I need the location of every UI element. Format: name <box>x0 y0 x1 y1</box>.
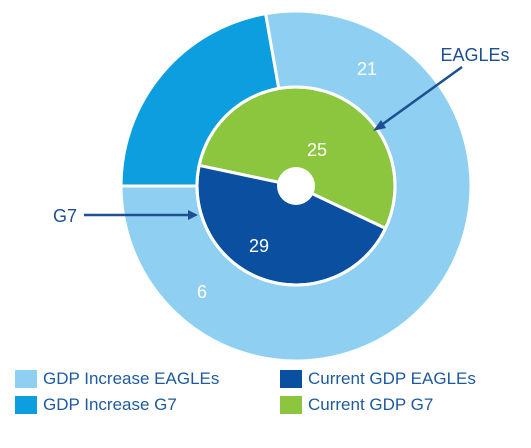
legend-item-gdp-increase-eagles: GDP Increase EAGLEs <box>15 368 219 390</box>
g7-arrowhead <box>188 210 198 220</box>
legend-swatch <box>280 370 302 388</box>
center-hole <box>277 167 315 205</box>
inner-ring <box>195 85 397 287</box>
legend-swatch <box>15 370 37 388</box>
legend-item-gdp-increase-g7: GDP Increase G7 <box>15 394 177 416</box>
value-label: 6 <box>197 282 207 302</box>
eagles-arrow <box>379 65 463 128</box>
legend-label: Current GDP G7 <box>308 395 434 414</box>
legend-swatch <box>280 396 302 414</box>
value-label: 21 <box>357 59 377 79</box>
eagles-arrowhead <box>373 120 386 131</box>
legend-label: GDP Increase G7 <box>43 395 177 414</box>
legend-label: GDP Increase EAGLEs <box>43 369 220 388</box>
value-labels: 21 6 25 29 <box>197 59 377 302</box>
legend-swatch <box>15 396 37 414</box>
annotation-g7: G7 <box>53 206 77 226</box>
annotation-eagles: EAGLEs <box>440 45 509 65</box>
value-label: 25 <box>307 140 327 160</box>
value-label: 29 <box>249 236 269 256</box>
legend-item-current-gdp-g7: Current GDP G7 <box>280 394 433 416</box>
legend-item-current-gdp-eagles: Current GDP EAGLEs <box>280 368 476 390</box>
legend-label: Current GDP EAGLEs <box>308 369 476 388</box>
inner-ring-outline <box>195 85 397 287</box>
